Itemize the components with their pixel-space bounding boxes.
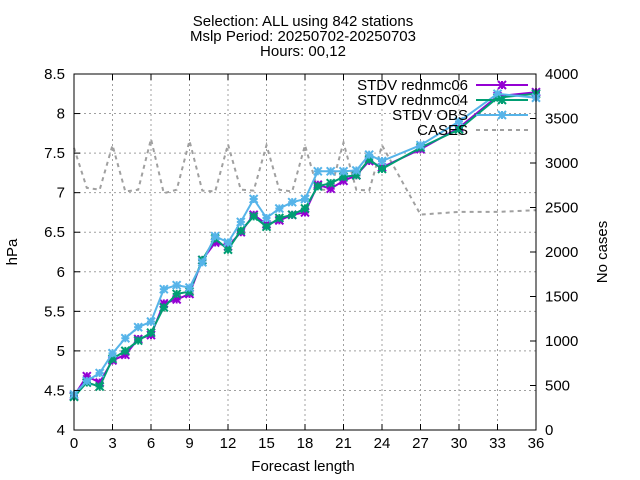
data-point xyxy=(497,110,507,120)
x-tick-label: 27 xyxy=(412,435,429,452)
y-axis-label: hPa xyxy=(4,238,21,265)
y-tick-label: 6.5 xyxy=(44,224,65,241)
y-tick-label: 4 xyxy=(57,422,65,439)
data-point xyxy=(248,194,259,204)
x-tick-label: 6 xyxy=(147,435,155,452)
data-point xyxy=(454,116,464,127)
y2-tick-label: 500 xyxy=(545,378,570,395)
data-point xyxy=(171,289,182,299)
x-axis-label: Forecast length xyxy=(251,458,354,475)
data-point xyxy=(338,166,349,177)
data-point xyxy=(497,80,507,90)
data-point xyxy=(351,165,362,176)
y2-tick-label: 2000 xyxy=(545,244,578,261)
x-tick-label: 36 xyxy=(528,435,545,452)
y2-tick-label: 2500 xyxy=(545,200,578,217)
data-point xyxy=(287,197,297,207)
legend-label: STDV rednmc04 xyxy=(357,92,468,109)
data-point xyxy=(94,368,105,378)
y-tick-label: 5.5 xyxy=(44,303,65,320)
y-tick-label: 8.5 xyxy=(44,66,65,83)
data-point xyxy=(171,280,182,290)
x-tick-label: 21 xyxy=(335,435,352,452)
data-point xyxy=(313,181,323,192)
x-tick-label: 12 xyxy=(220,435,237,452)
legend-label: CASES xyxy=(417,122,468,139)
x-tick-label: 3 xyxy=(108,435,116,452)
data-point xyxy=(274,203,285,214)
legend-label: STDV OBS xyxy=(392,107,468,124)
y2-tick-label: 3500 xyxy=(545,111,578,128)
data-point xyxy=(146,327,156,338)
data-point xyxy=(377,156,387,166)
series-line-4 xyxy=(73,136,537,216)
data-point xyxy=(146,316,156,327)
data-point xyxy=(454,124,464,135)
data-point xyxy=(497,95,507,105)
title-line: Mslp Period: 20250702-20250703 xyxy=(190,28,416,45)
data-point xyxy=(197,257,208,267)
x-tick-label: 18 xyxy=(297,435,314,452)
data-point xyxy=(159,302,169,313)
x-tick-label: 9 xyxy=(185,435,193,452)
x-tick-label: 0 xyxy=(70,435,78,452)
data-point xyxy=(248,211,259,222)
data-point xyxy=(107,348,118,358)
y-tick-label: 7 xyxy=(57,185,65,202)
data-point xyxy=(210,231,220,241)
data-point xyxy=(325,166,336,177)
y-tick-label: 4.5 xyxy=(44,382,65,399)
y2-axis-label: No cases xyxy=(594,221,611,284)
data-point xyxy=(377,164,387,174)
data-point xyxy=(261,221,272,232)
data-point xyxy=(415,140,426,150)
y2-tick-label: 1500 xyxy=(545,289,578,306)
data-point xyxy=(133,322,143,332)
data-point xyxy=(274,213,285,223)
data-point xyxy=(261,213,272,223)
y-tick-label: 8 xyxy=(57,106,65,123)
y2-tick-label: 1000 xyxy=(545,333,578,350)
data-point xyxy=(236,217,246,227)
grid xyxy=(74,74,536,430)
data-point xyxy=(120,346,131,356)
data-point xyxy=(287,210,297,220)
data-point xyxy=(325,178,336,188)
x-tick-label: 15 xyxy=(258,435,275,452)
data-point xyxy=(159,284,169,294)
x-tick-label: 33 xyxy=(489,435,506,452)
data-point xyxy=(492,89,503,99)
data-point xyxy=(94,381,105,392)
data-point xyxy=(364,149,374,160)
y-tick-label: 6 xyxy=(57,264,65,281)
data-point xyxy=(82,376,92,386)
data-point xyxy=(300,194,310,204)
y-tick-label: 5 xyxy=(57,343,65,360)
x-tick-label: 24 xyxy=(374,435,391,452)
y2-tick-label: 4000 xyxy=(545,66,578,83)
y2-tick-label: 3000 xyxy=(545,155,578,172)
plot-series xyxy=(69,87,541,402)
data-point xyxy=(300,203,310,214)
data-point xyxy=(133,335,143,346)
x-tick-label: 30 xyxy=(451,435,468,452)
axes-ticks: 0 3 6 9 12 15 18 21 24 27 30 33 3644.555.566.577.588… xyxy=(44,66,578,452)
data-point xyxy=(223,244,233,255)
data-point xyxy=(184,282,195,293)
data-point xyxy=(120,333,131,343)
data-point xyxy=(223,237,233,248)
title-line: Hours: 00,12 xyxy=(260,43,346,60)
title-line: Selection: ALL using 842 stations xyxy=(193,13,413,30)
data-point xyxy=(313,166,323,177)
legend-label: STDV rednmc06 xyxy=(357,77,468,94)
y-tick-label: 7.5 xyxy=(44,145,65,162)
y2-tick-label: 0 xyxy=(545,422,553,439)
